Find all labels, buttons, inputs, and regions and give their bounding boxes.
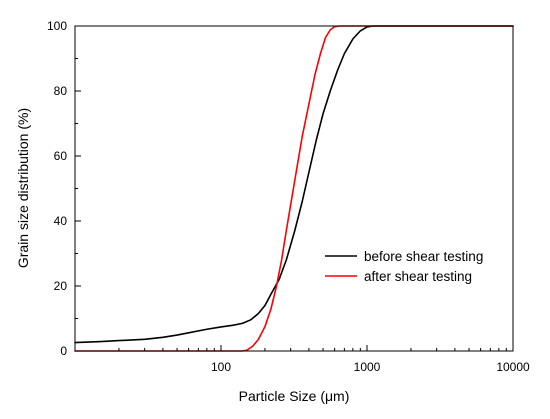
x-tick-label: 1000 bbox=[354, 360, 381, 374]
y-axis-ticks: 0 20 40 60 80 100 bbox=[47, 19, 81, 358]
y-tick-label: 60 bbox=[54, 149, 68, 163]
x-axis-title: Particle Size (μm) bbox=[239, 388, 350, 404]
y-tick-label: 100 bbox=[47, 19, 67, 33]
legend-label-after: after shear testing bbox=[364, 269, 472, 284]
y-tick-label: 0 bbox=[60, 344, 67, 358]
legend-label-before: before shear testing bbox=[364, 249, 483, 264]
y-tick-label: 40 bbox=[54, 214, 68, 228]
series-layer bbox=[74, 25, 514, 352]
series-after-shear-line bbox=[74, 25, 514, 352]
series-before-shear-line bbox=[74, 25, 514, 344]
x-tick-label: 10000 bbox=[496, 360, 530, 374]
y-tick-label: 80 bbox=[54, 84, 68, 98]
x-tick-label: 100 bbox=[211, 360, 231, 374]
y-axis-title: Grain size distribution (%) bbox=[15, 108, 31, 268]
legend: before shear testing after shear testing bbox=[325, 249, 483, 284]
x-axis-ticks: 100 1000 10000 bbox=[118, 345, 530, 374]
y-tick-label: 20 bbox=[54, 279, 68, 293]
